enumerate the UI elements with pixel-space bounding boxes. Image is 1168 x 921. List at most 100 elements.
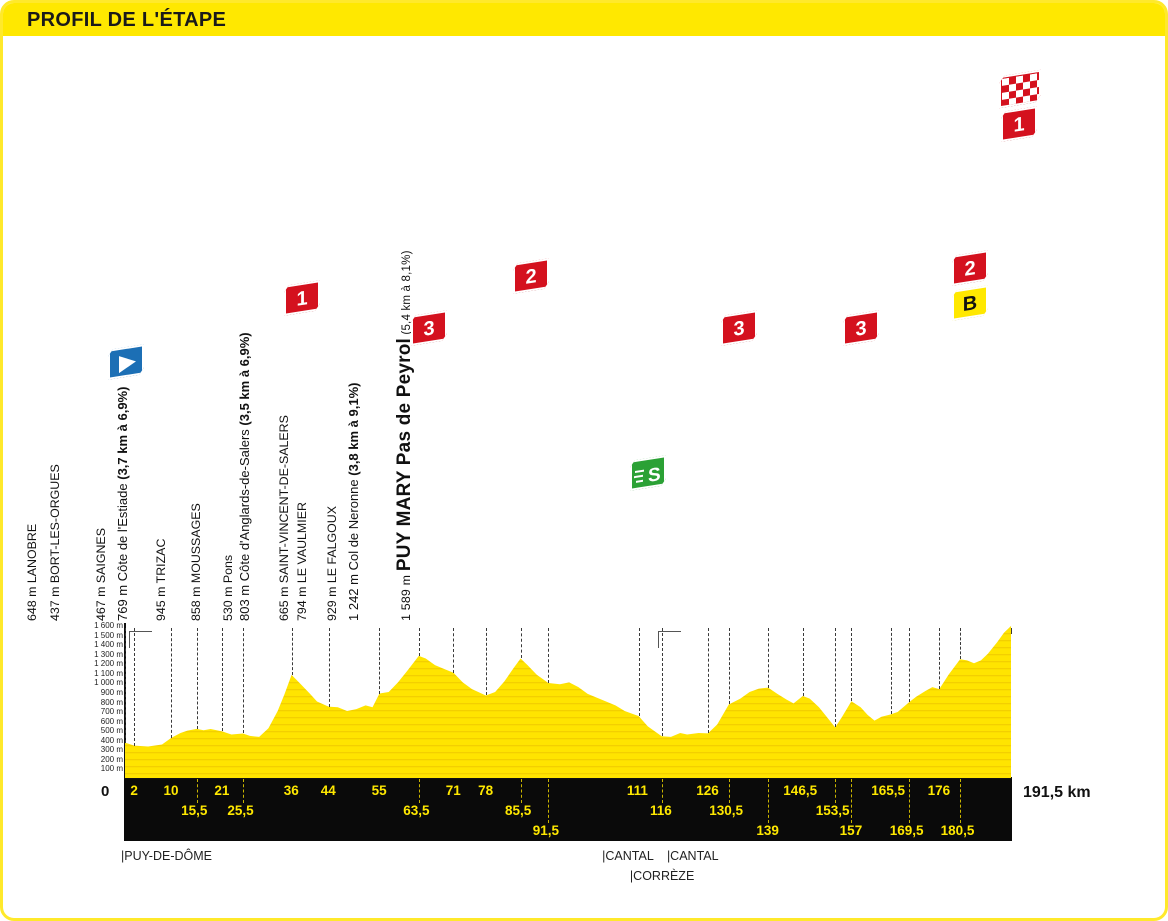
point-gridline	[1011, 628, 1012, 634]
category-number: 3	[733, 317, 745, 341]
point-gridline	[171, 628, 173, 738]
km-gridline	[418, 779, 420, 803]
point-gridline	[707, 628, 709, 734]
category-number: 1	[1013, 113, 1025, 137]
km-tick-label: 116	[649, 803, 672, 818]
climb-category-marker: 3	[721, 310, 757, 346]
checkered-flag-icon	[999, 70, 1041, 109]
category-number: 3	[423, 317, 435, 341]
km-tick-label: 139	[756, 823, 779, 838]
km-tick-label: 180,5	[940, 823, 975, 838]
km-gridline	[835, 779, 837, 803]
department-label: |CANTAL	[666, 849, 719, 863]
point-gridline	[909, 628, 911, 703]
sprint-icon: S	[630, 455, 666, 491]
header-bar: PROFIL DE L'ÉTAPE	[3, 3, 1165, 36]
km-tick-label: 21	[214, 783, 230, 798]
climb-category-marker: 3	[843, 310, 879, 346]
axis-bracket	[129, 631, 152, 648]
km-tick-label: 78	[478, 783, 494, 798]
point-gridline	[520, 628, 522, 659]
point-gridline	[638, 628, 640, 717]
department-label: |PUY-DE-DÔME	[121, 849, 212, 863]
total-distance-label: 191,5 km	[1023, 784, 1091, 801]
km-gridline	[768, 779, 770, 823]
y-tick-label: 600 m	[100, 716, 123, 726]
km-tick-label: 146,5	[783, 783, 818, 798]
y-tick-label: 1 400 m	[94, 640, 123, 650]
bonus-marker: B	[952, 285, 988, 321]
point-gridline	[661, 628, 663, 737]
y-tick-label: 1 100 m	[94, 668, 123, 678]
category-number: 1	[295, 287, 308, 311]
km-tick-label: 55	[371, 783, 387, 798]
axis-bracket	[658, 631, 681, 648]
km-gridline	[196, 779, 198, 803]
point-gridline	[379, 628, 381, 694]
finish-category-marker: 1	[1001, 106, 1037, 142]
department-label: |CANTAL	[602, 849, 654, 863]
point-gridline	[485, 628, 487, 696]
point-gridline	[548, 628, 550, 683]
km-gridline	[851, 779, 853, 823]
svg-text:S: S	[648, 464, 661, 487]
bonus-letter: B	[962, 291, 978, 317]
y-tick-label: 800 m	[100, 697, 123, 707]
km-tick-label: 25,5	[227, 803, 254, 818]
km-tick-label: 126	[696, 783, 719, 798]
km-tick-label: 15,5	[181, 803, 208, 818]
y-tick-label: 1 000 m	[94, 678, 123, 688]
department-label: |CORRÈZE	[629, 869, 695, 883]
km-gridline	[960, 779, 962, 823]
point-gridline	[418, 628, 420, 656]
km-tick-label: 111	[626, 783, 648, 798]
km-tick-label: 157	[839, 823, 863, 838]
point-gridline	[890, 628, 892, 715]
km-tick-label: 63,5	[403, 803, 430, 818]
point-gridline	[802, 628, 804, 696]
y-tick-label: 300 m	[100, 745, 123, 755]
km-gridline	[520, 779, 522, 803]
km-gridline	[548, 779, 550, 823]
km-tick-label: 71	[445, 783, 461, 798]
point-gridline	[196, 628, 198, 729]
km-tick-label: 153,5	[815, 803, 850, 818]
km-tick-label: 176	[927, 783, 951, 798]
km-zero-label: 0	[101, 783, 110, 800]
point-gridline	[728, 628, 730, 705]
km-tick-label: 165,5	[871, 783, 905, 798]
distance-band	[124, 779, 1012, 841]
category-number: 3	[855, 317, 867, 341]
climb-category-marker: 3	[411, 310, 447, 346]
km-tick-label: 85,5	[504, 803, 532, 818]
y-tick-label: 100 m	[100, 764, 123, 774]
point-gridline	[134, 628, 136, 746]
y-tick-label: 1 300 m	[94, 649, 123, 659]
point-gridline	[939, 628, 941, 690]
category-number: 2	[964, 257, 976, 281]
category-number: 2	[525, 265, 537, 289]
km-tick-label: 44	[320, 783, 336, 798]
point-gridline	[222, 628, 224, 732]
y-tick-label: 200 m	[100, 754, 123, 764]
y-tick-label: 1 500 m	[94, 630, 123, 640]
point-gridline	[125, 628, 126, 743]
point-gridline	[242, 628, 244, 734]
km-gridline	[242, 779, 244, 803]
climb-category-marker: 1	[284, 280, 320, 316]
y-tick-label: 400 m	[100, 735, 123, 745]
y-tick-label: 500 m	[100, 726, 123, 736]
y-tick-label: 900 m	[100, 687, 123, 697]
km-tick-label: 2	[130, 783, 138, 798]
point-gridline	[291, 628, 293, 675]
km-gridline	[909, 779, 911, 823]
y-tick-label: 700 m	[100, 707, 123, 717]
km-tick-label: 36	[283, 783, 299, 798]
point-gridline	[960, 628, 962, 660]
y-tick-label: 1 600 m	[94, 621, 123, 630]
y-tick-label: 1 200 m	[94, 659, 123, 669]
km-tick-label: 130,5	[709, 803, 744, 818]
